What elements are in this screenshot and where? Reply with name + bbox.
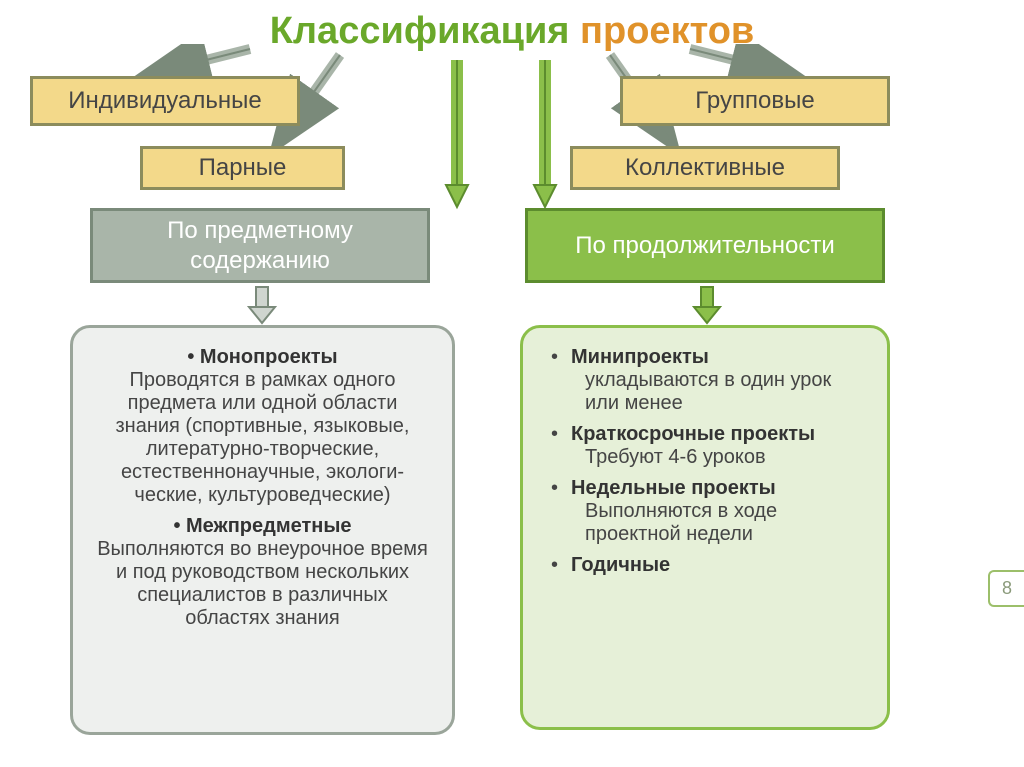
bullet-desc: Выполняются в ходе проектной недели: [571, 500, 865, 546]
box-group: Групповые: [620, 76, 890, 126]
bullet-title: Краткосрочные проекты: [571, 423, 815, 445]
list-item: Монопроекты Проводятся в рамках одного п…: [95, 346, 430, 507]
header-right: По продолжительности: [525, 208, 885, 283]
content-right-box: Минипроекты укладываются в один урок или…: [520, 325, 890, 730]
page-number: 8: [1002, 578, 1012, 598]
bullet-desc: Проводятся в рамках одного предмета или …: [95, 369, 430, 507]
box-collective: Коллективные: [570, 146, 840, 190]
list-item: Недельные проекты Выполняются в ходе про…: [545, 477, 865, 546]
arrow-header-left-down: [247, 285, 277, 325]
header-left: По предметному содержанию: [90, 208, 430, 283]
bullet-title: Минипроекты: [571, 346, 709, 368]
box-paired-label: Парные: [199, 154, 287, 182]
arrow-green-right: [530, 55, 560, 210]
bullet-desc: Выполняются во внеурочное время и под ру…: [95, 538, 430, 630]
bullet-desc: Требуют 4-6 уроков: [571, 446, 865, 469]
bullet-title: Недельные проекты: [571, 477, 776, 499]
title-word1: Классификация: [270, 10, 570, 52]
arrow-header-right-down: [692, 285, 722, 325]
content-right-list: Минипроекты укладываются в один урок или…: [545, 346, 865, 577]
box-individual-label: Индивидуальные: [68, 87, 262, 115]
box-individual: Индивидуальные: [30, 76, 300, 126]
box-paired: Парные: [140, 146, 345, 190]
box-collective-label: Коллективные: [625, 154, 785, 182]
bullet-title: Годичные: [571, 554, 670, 576]
content-left-box: Монопроекты Проводятся в рамках одного п…: [70, 325, 455, 735]
header-right-label: По продолжительности: [575, 231, 835, 261]
arrow-green-left: [442, 55, 472, 210]
list-item: Годичные: [545, 554, 865, 577]
list-item: Краткосрочные проекты Требуют 4-6 уроков: [545, 423, 865, 469]
bullet-desc: укладываются в один урок или менее: [571, 369, 865, 415]
list-item: Минипроекты укладываются в один урок или…: [545, 346, 865, 415]
page-number-badge: 8: [988, 570, 1024, 607]
header-left-label: По предметному содержанию: [99, 216, 421, 276]
box-group-label: Групповые: [695, 87, 814, 115]
bullet-title: Межпредметные: [173, 515, 351, 537]
list-item: Межпредметные Выполняются во внеурочное …: [95, 515, 430, 630]
content-left-list: Монопроекты Проводятся в рамках одного п…: [95, 346, 430, 630]
bullet-title: Монопроекты: [187, 346, 337, 368]
